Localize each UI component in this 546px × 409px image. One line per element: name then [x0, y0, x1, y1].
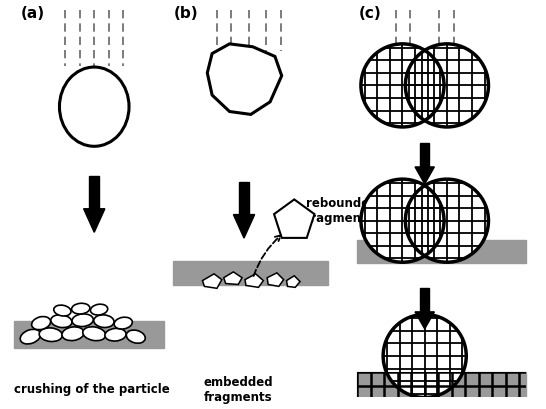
- Text: crushing of the particle: crushing of the particle: [14, 382, 170, 395]
- Bar: [420, 144, 429, 168]
- Ellipse shape: [51, 315, 72, 328]
- Ellipse shape: [126, 330, 145, 344]
- Polygon shape: [415, 168, 435, 184]
- Ellipse shape: [72, 303, 90, 314]
- Ellipse shape: [83, 327, 106, 341]
- Ellipse shape: [39, 328, 62, 342]
- Ellipse shape: [62, 327, 84, 341]
- Text: (a): (a): [21, 6, 45, 21]
- Ellipse shape: [32, 317, 51, 330]
- Bar: [174, 262, 328, 286]
- Circle shape: [405, 180, 489, 263]
- Ellipse shape: [20, 330, 41, 344]
- Bar: [14, 321, 164, 348]
- Polygon shape: [203, 274, 222, 289]
- Text: (b): (b): [174, 6, 198, 21]
- Ellipse shape: [105, 328, 126, 341]
- Polygon shape: [233, 215, 254, 238]
- Polygon shape: [84, 209, 105, 233]
- Ellipse shape: [114, 317, 132, 329]
- Polygon shape: [224, 272, 242, 285]
- Bar: [357, 373, 526, 397]
- Polygon shape: [415, 312, 435, 329]
- Polygon shape: [267, 273, 283, 287]
- Bar: [90, 177, 99, 209]
- Polygon shape: [287, 276, 300, 288]
- Text: (c): (c): [359, 6, 382, 21]
- Polygon shape: [274, 200, 314, 238]
- Ellipse shape: [54, 306, 71, 316]
- Text: embedded
fragments: embedded fragments: [204, 375, 273, 403]
- Ellipse shape: [94, 315, 114, 328]
- Circle shape: [383, 315, 466, 398]
- Polygon shape: [207, 45, 282, 115]
- Ellipse shape: [72, 314, 93, 327]
- Bar: [239, 182, 249, 215]
- Bar: [357, 240, 526, 263]
- Text: rebounded
fragment: rebounded fragment: [306, 196, 377, 224]
- Circle shape: [361, 180, 444, 263]
- Ellipse shape: [91, 304, 108, 315]
- Circle shape: [361, 45, 444, 128]
- Polygon shape: [245, 274, 263, 288]
- Circle shape: [405, 45, 489, 128]
- Bar: [420, 289, 429, 312]
